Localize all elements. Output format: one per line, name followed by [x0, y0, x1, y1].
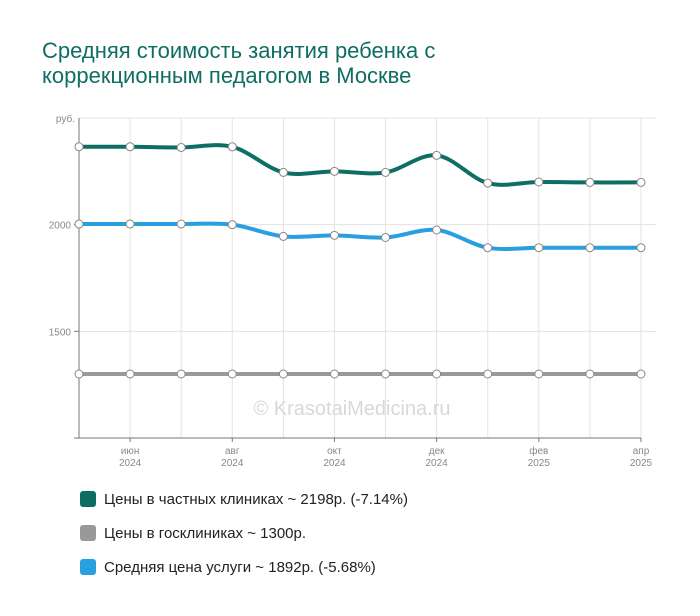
data-point-public [585, 369, 595, 379]
data-point-public [278, 369, 288, 379]
x-tick-label-month: июн [121, 446, 140, 457]
data-point-private [432, 150, 442, 160]
data-point-average [585, 243, 595, 253]
chart-title-line-2: коррекционным педагогом в Москве [42, 63, 412, 88]
chart-title-line-1: Средняя стоимость занятия ребенка с [42, 38, 436, 63]
x-tick-label-year: 2024 [119, 458, 142, 469]
x-tick-label-year: 2025 [528, 458, 551, 469]
data-point-average [534, 243, 544, 253]
x-tick-label-year: 2024 [323, 458, 346, 469]
y-tick-label: 2000 [49, 221, 72, 232]
legend-item-private[interactable]: Цены в частных клиниках ~ 2198р. (-7.14%… [80, 488, 408, 510]
legend-item-average[interactable]: Средняя цена услуги ~ 1892р. (-5.68%) [80, 556, 408, 578]
data-point-public [381, 369, 391, 379]
series-line-private [77, 143, 643, 187]
x-tick-label-year: 2024 [426, 458, 449, 469]
data-point-private [636, 177, 646, 187]
x-tick-label-month: дек [429, 446, 445, 457]
legend-swatch-private [80, 491, 96, 507]
x-tick-label-month: апр [633, 446, 650, 457]
data-point-average [74, 219, 84, 229]
legend-item-public[interactable]: Цены в госклиниках ~ 1300р. [80, 522, 408, 544]
data-point-private [381, 167, 391, 177]
data-point-private [585, 177, 595, 187]
watermark: © KrasotaiMedicina.ru [253, 398, 450, 420]
data-point-average [227, 220, 237, 230]
data-point-private [125, 142, 135, 152]
data-point-public [432, 369, 442, 379]
axes: руб.15002000июн2024авг2024окт2024дек2024… [49, 113, 653, 469]
data-point-average [636, 243, 646, 253]
data-point-public [636, 369, 646, 379]
data-point-average [278, 231, 288, 241]
data-point-average [125, 219, 135, 229]
x-tick-label-month: фев [529, 445, 548, 457]
data-point-private [227, 142, 237, 152]
x-tick-label-year: 2025 [630, 458, 653, 469]
data-point-average [381, 232, 391, 242]
line-chart: © KrasotaiMedicina.ru руб.15002000июн202… [49, 113, 656, 469]
x-tick-label-month: авг [225, 446, 240, 457]
points-layer [74, 142, 646, 379]
legend-label-public: Цены в госклиниках ~ 1300р. [104, 524, 307, 542]
data-point-public [227, 369, 237, 379]
data-point-private [534, 177, 544, 187]
y-axis-unit-label: руб. [56, 113, 75, 125]
data-point-private [74, 142, 84, 152]
legend-swatch-average [80, 559, 96, 575]
chart-title: Средняя стоимость занятия ребенка с корр… [42, 38, 662, 88]
series-line-average [77, 221, 643, 252]
data-point-public [74, 369, 84, 379]
data-point-public [483, 369, 493, 379]
x-tick-label-month: окт [327, 446, 342, 457]
data-point-average [329, 230, 339, 240]
series-layer [77, 143, 643, 377]
data-point-public [125, 369, 135, 379]
x-tick-label-year: 2024 [221, 458, 244, 469]
data-point-private [278, 167, 288, 177]
data-point-public [534, 369, 544, 379]
data-point-private [483, 178, 493, 188]
data-point-average [483, 243, 493, 253]
data-point-public [176, 369, 186, 379]
data-point-private [329, 166, 339, 176]
legend-label-average: Средняя цена услуги ~ 1892р. (-5.68%) [104, 558, 376, 576]
data-point-average [176, 219, 186, 229]
legend-label-private: Цены в частных клиниках ~ 2198р. (-7.14%… [104, 490, 408, 508]
data-point-private [176, 142, 186, 152]
data-point-public [329, 369, 339, 379]
legend-swatch-public [80, 525, 96, 541]
y-tick-label: 1500 [49, 327, 72, 338]
grid [78, 117, 656, 438]
legend: Цены в частных клиниках ~ 2198р. (-7.14%… [80, 488, 408, 590]
data-point-average [432, 225, 442, 235]
